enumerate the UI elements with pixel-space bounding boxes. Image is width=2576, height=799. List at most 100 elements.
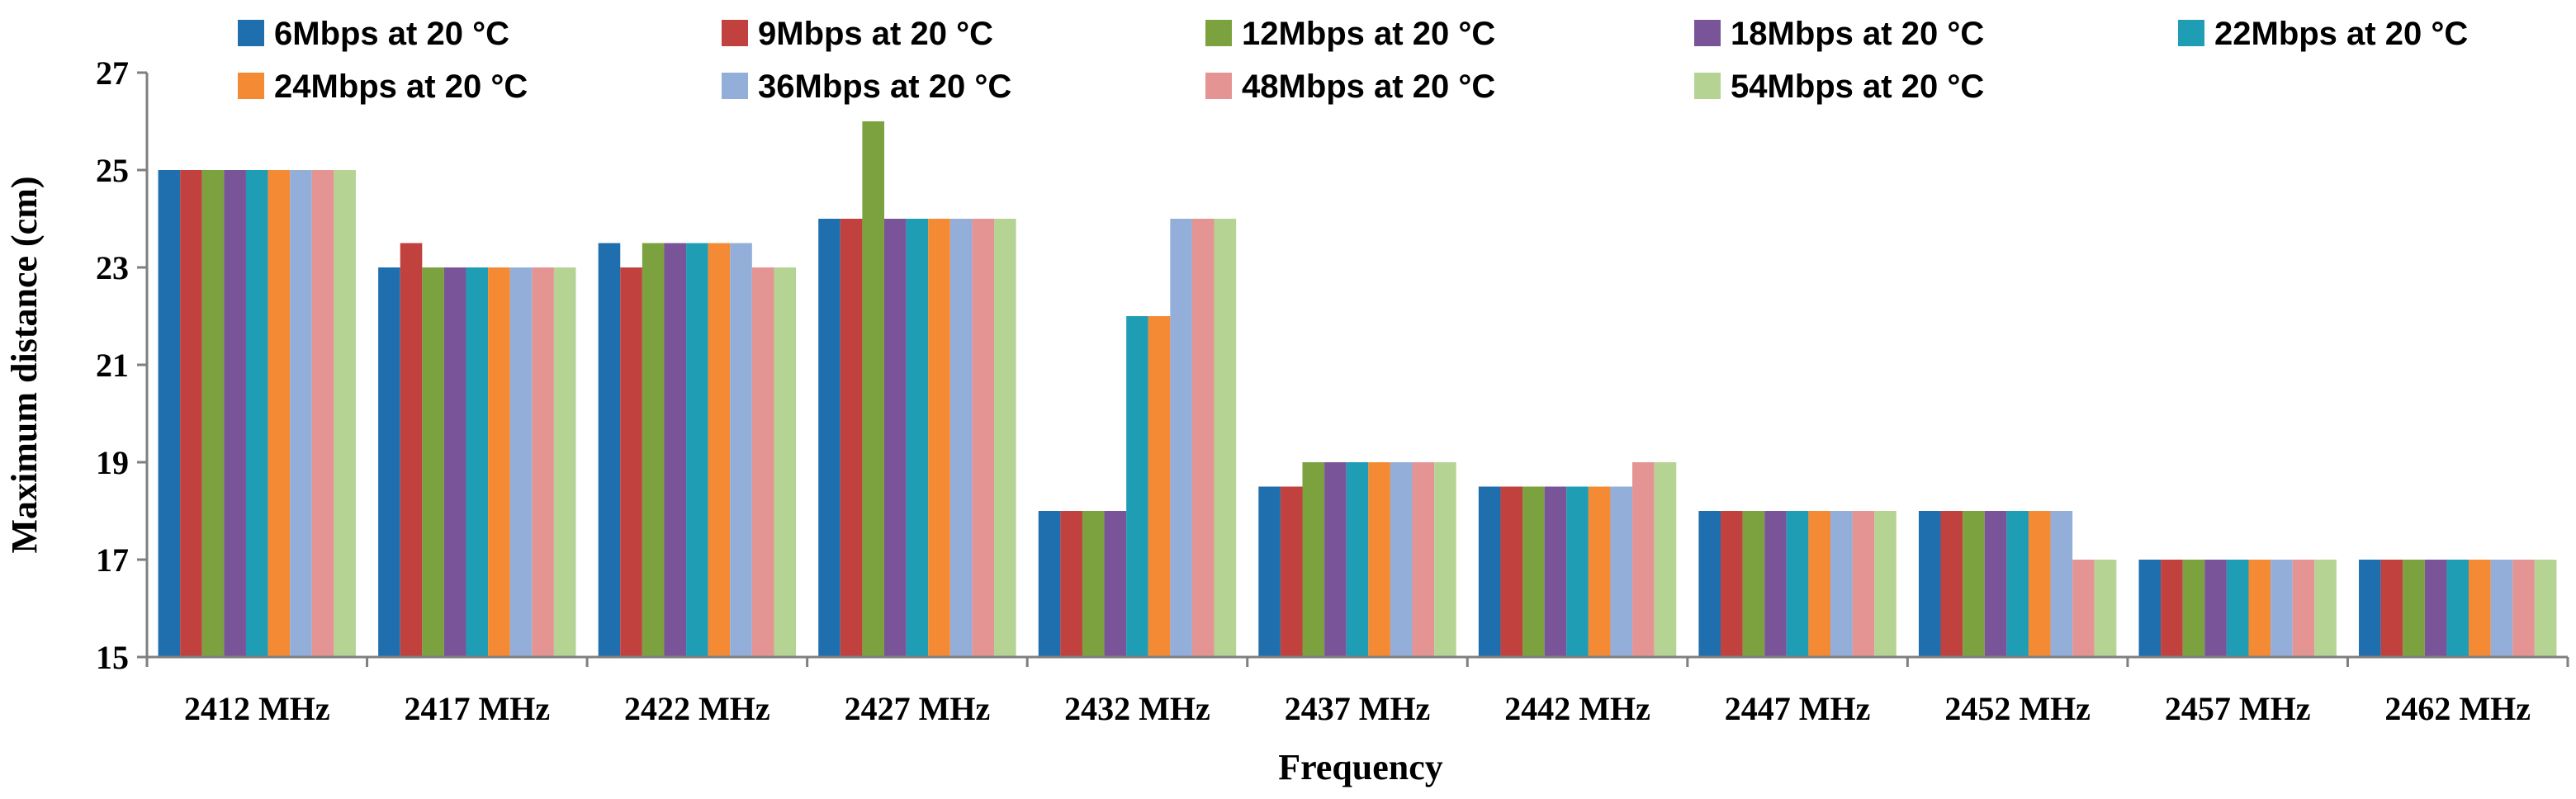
bar [2314, 560, 2337, 657]
legend-label: 6Mbps at 20 °C [274, 16, 509, 52]
bar [1610, 486, 1633, 657]
bar [158, 170, 181, 657]
bar [1126, 316, 1148, 657]
legend-label: 22Mbps at 20 °C [2214, 16, 2468, 52]
legend-swatch [2178, 20, 2204, 46]
bar [774, 267, 797, 657]
bar [1302, 462, 1325, 657]
x-tick-label: 2462 MHz [2384, 690, 2531, 727]
bar [400, 243, 423, 657]
x-tick-label: 2412 MHz [184, 690, 330, 727]
bar [532, 267, 554, 657]
legend-swatch [238, 73, 264, 99]
legend-swatch [1205, 73, 1232, 99]
bar [224, 170, 246, 657]
bar [1522, 486, 1545, 657]
x-tick-label: 2452 MHz [1944, 690, 2091, 727]
bar [906, 219, 929, 657]
legend-swatch [1205, 20, 1232, 46]
x-tick-label: 2427 MHz [845, 690, 991, 727]
x-tick-label: 2422 MHz [624, 690, 770, 727]
bar [2094, 560, 2117, 657]
bar [2271, 560, 2293, 657]
bar [928, 219, 950, 657]
bar [2446, 560, 2469, 657]
legend-swatch [722, 20, 748, 46]
bar [862, 121, 885, 657]
x-tick-label: 2447 MHz [1725, 690, 1871, 727]
bar [818, 219, 841, 657]
bar [2226, 560, 2249, 657]
x-tick-label: 2442 MHz [1504, 690, 1650, 727]
bar [1060, 511, 1082, 657]
bar [1191, 219, 1215, 657]
bar [1963, 511, 1985, 657]
legend-swatch [238, 20, 264, 46]
legend: 6Mbps at 20 °C 9Mbps at 20 °C 12Mbps at 20… [238, 16, 2468, 105]
bar [2359, 560, 2381, 657]
legend-swatch [1694, 73, 1721, 99]
bar [1786, 511, 1809, 657]
bar [1104, 511, 1127, 657]
x-tick-label: 2417 MHz [405, 690, 551, 727]
bar [1874, 511, 1896, 657]
legend-label: 9Mbps at 20 °C [758, 16, 993, 52]
y-tick-label: 17 [96, 541, 129, 579]
bar [1698, 511, 1721, 657]
y-axis-title: Maximum distance (cm) [4, 176, 45, 553]
legend-label: 18Mbps at 20 °C [1731, 16, 1984, 52]
x-tick-label: 2437 MHz [1285, 690, 1431, 727]
bar [664, 243, 687, 657]
bar [443, 267, 466, 657]
bar [2072, 560, 2095, 657]
bar [1500, 486, 1523, 657]
bar [2292, 560, 2315, 657]
bar [334, 170, 356, 657]
bar [1038, 511, 1061, 657]
x-axis-title: Frequency [1278, 747, 1443, 787]
legend-label: 36Mbps at 20 °C [758, 69, 1011, 105]
bar [2204, 560, 2227, 657]
legend-label: 48Mbps at 20 °C [1242, 69, 1495, 105]
bar [245, 170, 268, 657]
bar [1720, 511, 1743, 657]
bar [972, 219, 995, 657]
y-tick-label: 23 [96, 249, 129, 286]
bar [1324, 462, 1347, 657]
bar [1390, 462, 1413, 657]
bar [2403, 560, 2425, 657]
bar [1764, 511, 1787, 657]
tick-labels: 15 17 19 21 23 25 27 2412 MHz 2417 MHz 2422 MHz 24… [96, 54, 2531, 727]
bar [2490, 560, 2513, 657]
bar [1566, 486, 1589, 657]
bar [1214, 219, 1237, 657]
bar [840, 219, 863, 657]
bar [708, 243, 731, 657]
axes [137, 71, 2569, 667]
bar [1280, 486, 1303, 657]
bar [290, 170, 312, 657]
bar [1346, 462, 1369, 657]
bar [378, 267, 400, 657]
y-tick-label: 21 [96, 347, 129, 384]
y-tick-label: 19 [96, 444, 129, 481]
bars [158, 121, 2557, 657]
bar [2424, 560, 2447, 657]
bar [1918, 511, 1941, 657]
bar [620, 267, 642, 657]
bar [1852, 511, 1875, 657]
bar [642, 243, 665, 657]
bar [422, 267, 444, 657]
x-tick-label: 2432 MHz [1064, 690, 1210, 727]
bar [2534, 560, 2557, 657]
bar [1368, 462, 1390, 657]
bar [311, 170, 334, 657]
bar [1258, 486, 1281, 657]
bar [1742, 511, 1765, 657]
bar [730, 243, 752, 657]
bar [884, 219, 907, 657]
bar [2138, 560, 2162, 657]
legend-swatch [722, 73, 748, 99]
legend-swatch [1694, 20, 1721, 46]
legend-label: 54Mbps at 20 °C [1731, 69, 1984, 105]
